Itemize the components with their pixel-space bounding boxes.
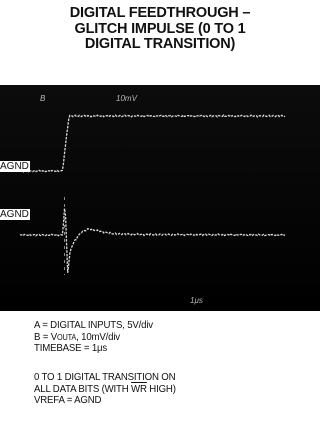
scope-mark-scale: 10mV	[116, 94, 138, 103]
test-conditions: 0 TO 1 DIGITAL TRANSITION ON ALL DATA BI…	[34, 371, 176, 407]
scope-mark-b: B	[40, 94, 46, 103]
note-wr-signal: WR	[131, 382, 147, 395]
note-line-2-prefix: ALL DATA BITS (WITH	[34, 382, 132, 395]
ch-b-ground-label: AGND	[0, 209, 30, 220]
legend-b-sub: OUTA	[56, 332, 77, 342]
note-line-3: VREFA = AGND	[34, 394, 102, 406]
legend-b-prefix: B = V	[34, 330, 57, 343]
legend-a: A = DIGITAL INPUTS, 5V/div	[34, 319, 153, 331]
note-line-2: ALL DATA BITS (WITH WR HIGH)	[34, 382, 176, 396]
oscilloscope-display: B 10mV 1μs	[0, 85, 320, 311]
note-line-1: 0 TO 1 DIGITAL TRANSITION ON	[34, 371, 176, 383]
title-line-3: DIGITAL TRANSITION)	[84, 36, 236, 52]
legend-b: B = VOUTA, 10mV/div	[34, 330, 153, 344]
legend-b-suffix: , 10mV/div	[76, 330, 120, 343]
scope-mark-time: 1μs	[190, 296, 203, 305]
scope-plot: B 10mV 1μs	[0, 85, 320, 311]
legend: A = DIGITAL INPUTS, 5V/div B = VOUTA, 10…	[34, 319, 153, 355]
title-line-2: GLITCH IMPULSE (0 TO 1	[74, 20, 246, 37]
note-line-2-suffix: HIGH)	[146, 382, 176, 395]
title-line-1: DIGITAL FEEDTHROUGH –	[69, 5, 251, 21]
chart-title: DIGITAL FEEDTHROUGH – GLITCH IMPULSE (0 …	[40, 5, 280, 53]
trace-a	[19, 114, 286, 173]
legend-timebase: TIMEBASE = 1μs	[34, 342, 108, 354]
scope-screen	[0, 85, 320, 311]
ch-a-ground-label: AGND	[0, 161, 30, 172]
